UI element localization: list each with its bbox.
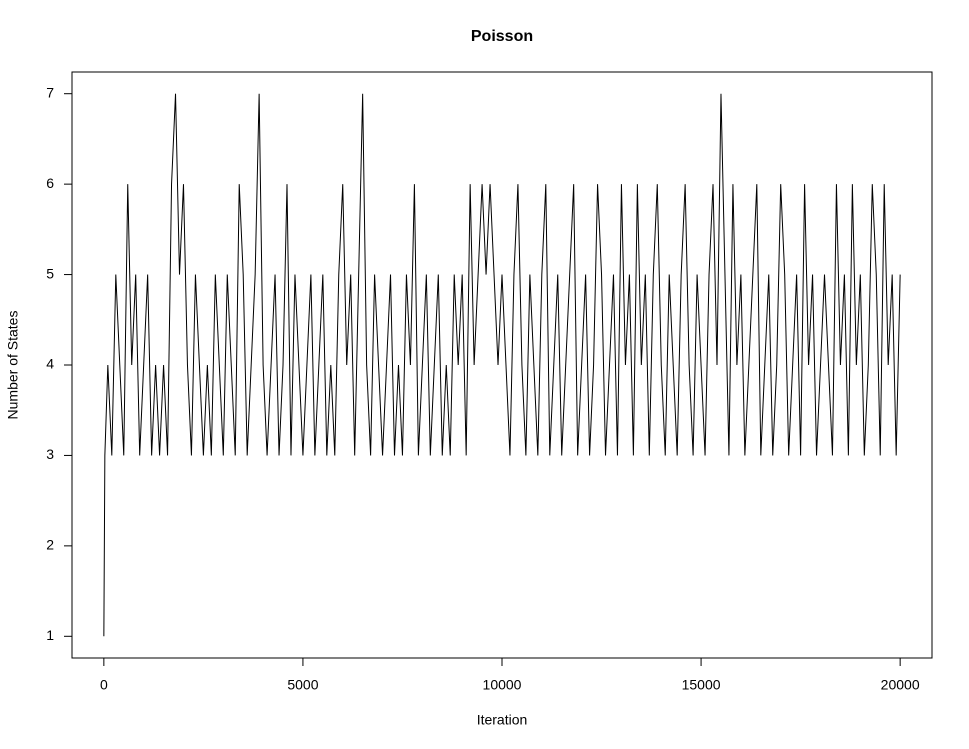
y-tick-label: 7: [46, 84, 54, 100]
x-tick-label: 5000: [287, 677, 318, 693]
x-tick-label: 15000: [682, 677, 721, 693]
y-tick-label: 2: [46, 537, 54, 553]
y-tick-label: 6: [46, 175, 54, 191]
x-tick-label: 10000: [483, 677, 522, 693]
plot-frame: [71, 71, 933, 659]
x-axis-label: Iteration: [477, 712, 528, 728]
y-tick-label: 5: [46, 265, 54, 281]
trace-line: [103, 93, 901, 637]
y-tick-label: 4: [46, 356, 54, 372]
y-tick-label: 1: [46, 627, 54, 643]
chart-title: Poisson: [471, 28, 533, 45]
y-axis-label: Number of States: [5, 311, 21, 420]
y-tick-label: 3: [46, 446, 54, 462]
x-tick-label: 20000: [881, 677, 920, 693]
x-tick-label: 0: [100, 677, 108, 693]
